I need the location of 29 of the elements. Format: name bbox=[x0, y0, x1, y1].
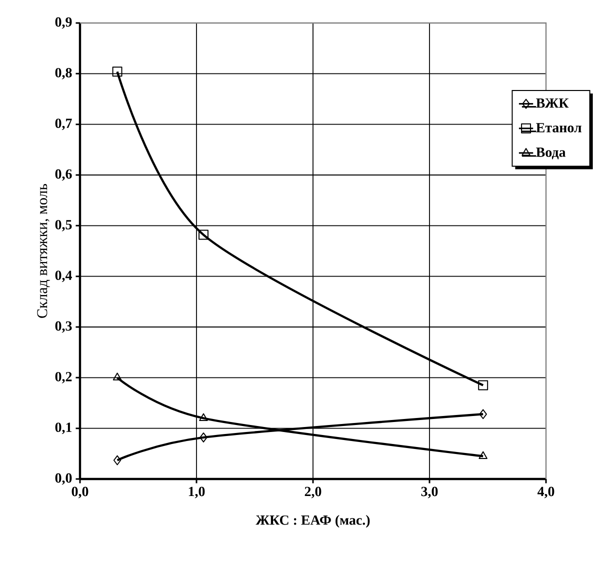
point bbox=[112, 66, 122, 77]
y-axis-title: Склад витяжки, моль bbox=[37, 184, 50, 318]
legend-label: Вода bbox=[536, 148, 566, 160]
point bbox=[478, 380, 488, 390]
y-tick-label: 0,2 bbox=[55, 372, 72, 384]
y-tick-label: 0,5 bbox=[55, 220, 72, 232]
y-tick-label: 0,9 bbox=[55, 17, 72, 29]
legend-label: ВЖК bbox=[536, 98, 569, 108]
y-tick-label: 0,8 bbox=[55, 68, 72, 80]
point bbox=[199, 413, 208, 421]
y-tick-label: 0,1 bbox=[55, 422, 72, 434]
x-axis-title: ЖКС : ЕАФ (мас.) bbox=[256, 515, 370, 528]
legend-label: Етанол bbox=[536, 123, 582, 132]
y-tick-label: 0,4 bbox=[55, 270, 72, 282]
point bbox=[479, 409, 487, 420]
y-tick-label: 0,7 bbox=[55, 118, 72, 130]
x-tick-label: 4,0 bbox=[537, 486, 554, 498]
point bbox=[113, 455, 122, 466]
point bbox=[112, 372, 122, 380]
point bbox=[200, 432, 208, 442]
x-tick-label: 3,0 bbox=[421, 486, 438, 498]
y-tick-label: 0,3 bbox=[55, 321, 72, 333]
x-tick-label: 2,0 bbox=[304, 486, 322, 498]
point bbox=[478, 451, 488, 459]
x-tick-label: 1,0 bbox=[188, 486, 205, 498]
y-tick-label: 0,0 bbox=[55, 473, 72, 485]
point bbox=[198, 230, 208, 240]
y-tick-label: 0,6 bbox=[55, 169, 72, 181]
x-tick-label: 0,0 bbox=[72, 486, 88, 498]
